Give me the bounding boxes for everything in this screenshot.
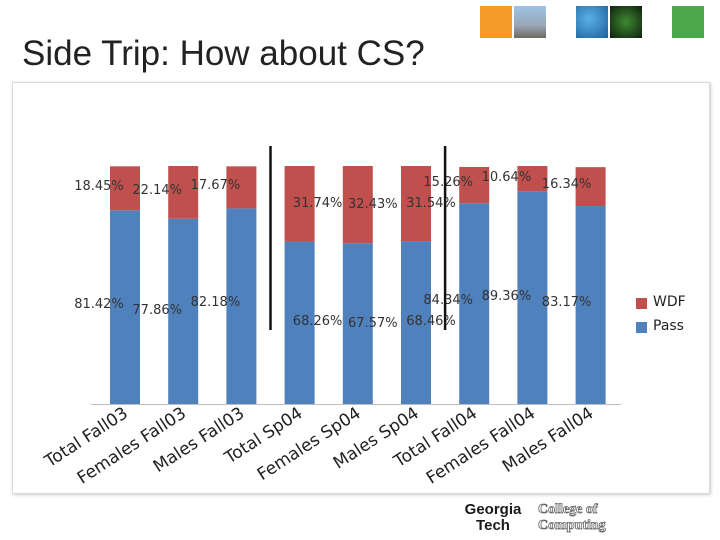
bar-wdf-total-fall03 [110, 166, 140, 211]
bar-wdf-total-fall04 [459, 166, 490, 204]
data-label-pass-females-fall04: 89.36% [482, 289, 532, 304]
bar-wdf-total-sp04 [284, 166, 315, 242]
building-photo-icon [514, 6, 546, 38]
green-tile-icon [672, 6, 704, 38]
bar-pass-total-fall04 [459, 203, 490, 404]
bar-pass-females-fall03 [168, 218, 199, 404]
bar-pass-males-fall03 [226, 208, 257, 404]
logo-line-georgia: Georgia [464, 501, 522, 518]
bar-wdf-females-fall03 [168, 166, 199, 219]
logo-georgia-tech: Georgia Tech [456, 502, 530, 534]
data-label-wdf-total-fall04: 15.26% [423, 175, 473, 190]
logo-line-college-of: College of [538, 502, 598, 518]
legend-swatch-wdf [636, 298, 647, 309]
data-label-pass-total-fall03: 81.42% [74, 297, 124, 312]
bar-pass-males-sp04 [401, 241, 431, 404]
data-label-pass-total-fall04: 84.34% [423, 293, 473, 308]
bar-wdf-females-fall04 [517, 166, 548, 192]
data-label-wdf-males-fall04: 16.34% [542, 177, 592, 192]
logo-college-of-computing: College of Computing [538, 502, 606, 534]
logo-line-computing: Computing [538, 518, 606, 534]
logo-line-tech: Tech [476, 517, 510, 534]
bar-pass-total-fall03 [110, 210, 140, 404]
legend-label-wdf: WDF [653, 294, 686, 310]
bar-wdf-females-sp04 [342, 166, 373, 244]
legend-label-pass: Pass [653, 318, 684, 334]
georgia-tech-logo: Georgia Tech College of Computing [456, 500, 626, 536]
circuit-tile-icon [610, 6, 642, 38]
blue-tile-icon [576, 6, 608, 38]
data-label-pass-total-sp04: 68.26% [293, 314, 343, 329]
data-label-wdf-females-sp04: 32.43% [348, 197, 398, 212]
data-label-wdf-males-fall03: 17.67% [191, 178, 241, 193]
data-label-pass-females-sp04: 67.57% [348, 316, 398, 331]
bar-wdf-males-fall04 [575, 167, 606, 207]
data-label-wdf-total-sp04: 31.74% [293, 196, 343, 211]
data-label-wdf-females-fall04: 10.64% [482, 170, 532, 185]
campus-photo-icon [480, 6, 512, 38]
bar-pass-females-fall04 [517, 191, 548, 404]
bar-pass-females-sp04 [342, 243, 373, 404]
data-label-wdf-females-fall03: 22.14% [132, 183, 182, 198]
bar-pass-total-sp04 [284, 241, 315, 404]
data-label-pass-males-sp04: 68.46% [406, 314, 456, 329]
data-label-wdf-males-sp04: 31.54% [406, 196, 456, 211]
data-label-pass-males-fall03: 82.18% [191, 295, 241, 310]
slide-title: Side Trip: How about CS? [22, 34, 425, 73]
data-label-pass-males-fall04: 83.17% [542, 295, 592, 310]
bar-wdf-males-sp04 [401, 166, 431, 242]
legend-swatch-pass [636, 322, 647, 333]
data-label-wdf-total-fall03: 18.45% [74, 179, 124, 194]
bar-wdf-males-fall03 [226, 166, 257, 209]
data-label-pass-females-fall03: 77.86% [132, 303, 182, 318]
bar-pass-males-fall04 [575, 206, 606, 404]
